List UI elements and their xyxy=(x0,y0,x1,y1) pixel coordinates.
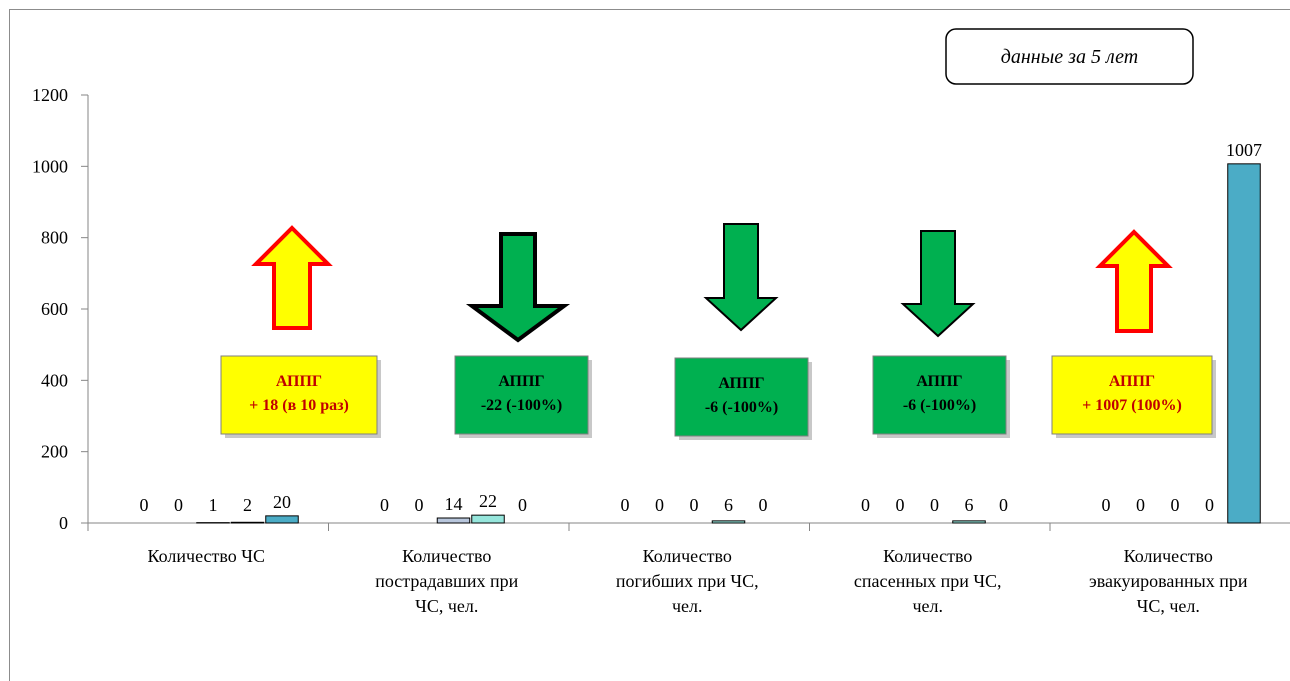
data-label: 0 xyxy=(896,495,905,515)
category-label: погибших при ЧС, xyxy=(616,571,759,591)
data-label: 0 xyxy=(861,495,870,515)
data-label: 0 xyxy=(655,495,664,515)
note-box-frame xyxy=(945,28,1194,85)
data-label: 22 xyxy=(479,491,497,511)
y-tick-label: 1000 xyxy=(32,156,68,176)
note-box: данные за 5 лет xyxy=(945,28,1194,85)
arrow-down-icon xyxy=(465,232,571,343)
callout-text: -6 (-100%) xyxy=(903,397,976,414)
bar xyxy=(711,520,746,524)
category-label: Количество xyxy=(883,546,972,566)
category-label: Количество xyxy=(643,546,732,566)
data-label: 1 xyxy=(209,495,218,515)
data-label: 0 xyxy=(1136,495,1145,515)
data-label: 0 xyxy=(1205,495,1214,515)
data-label: 2 xyxy=(243,495,252,515)
callout: АППГ -6 (-100%) xyxy=(674,357,812,440)
callout-text: -22 (-100%) xyxy=(481,397,562,414)
category-label: Количество ЧС xyxy=(148,546,265,566)
y-tick-label: 200 xyxy=(41,442,68,462)
bar xyxy=(265,515,299,524)
category-labels: Количество ЧС Количество пострадавших при Ч… xyxy=(148,546,1248,616)
data-label: 0 xyxy=(140,495,149,515)
note-text: данные за 5 лет xyxy=(1001,46,1138,68)
callout-text: АППГ xyxy=(916,373,962,390)
arrow-up-icon xyxy=(251,225,333,330)
arrow-down-icon xyxy=(703,223,779,332)
arrow-down-icon xyxy=(900,230,976,338)
data-label: 6 xyxy=(724,495,733,515)
data-label: 0 xyxy=(999,495,1008,515)
callout-box xyxy=(454,355,589,435)
category-label: чел. xyxy=(912,596,943,616)
category-label: эвакуированных при xyxy=(1089,571,1248,591)
data-label: 0 xyxy=(1171,495,1180,515)
y-tick-label: 400 xyxy=(41,370,68,390)
data-label: 0 xyxy=(415,495,424,515)
data-label: 0 xyxy=(621,495,630,515)
y-tick-label: 0 xyxy=(59,513,68,533)
data-label: 0 xyxy=(759,495,768,515)
data-label: 0 xyxy=(518,495,527,515)
bar xyxy=(1227,163,1261,524)
callout-box xyxy=(674,357,809,437)
callout-box xyxy=(872,355,1007,435)
y-tick-label: 600 xyxy=(41,299,68,319)
callout: АППГ -22 (-100%) xyxy=(454,355,592,438)
data-label: 0 xyxy=(690,495,699,515)
category-label: ЧС, чел. xyxy=(415,596,478,616)
bar xyxy=(436,517,471,524)
callout: АППГ + 1007 (100%) xyxy=(1051,355,1216,438)
data-label: 0 xyxy=(930,495,939,515)
data-label: 0 xyxy=(380,495,389,515)
arrow-up-icon xyxy=(1095,229,1173,333)
category-label: пострадавших при xyxy=(375,571,518,591)
category-label: ЧС, чел. xyxy=(1137,596,1200,616)
callout-text: АППГ xyxy=(276,373,322,390)
category-label: спасенных при ЧС, xyxy=(854,571,1002,591)
callouts: АППГ + 18 (в 10 раз) АППГ -22 (-100%) АППГ -6… xyxy=(220,355,1216,440)
bar xyxy=(471,514,505,524)
callout-box xyxy=(220,355,378,435)
callout-text: -6 (-100%) xyxy=(705,399,778,416)
category-label: Количество xyxy=(402,546,491,566)
data-label: 20 xyxy=(273,492,291,512)
data-label: 14 xyxy=(445,494,463,514)
y-tick-label: 800 xyxy=(41,228,68,248)
data-label: 0 xyxy=(1102,495,1111,515)
data-label: 0 xyxy=(174,495,183,515)
category-label: Количество xyxy=(1124,546,1213,566)
bars xyxy=(196,163,1261,524)
data-label: 1007 xyxy=(1226,140,1262,160)
bar xyxy=(230,521,265,524)
y-tick-label: 1200 xyxy=(32,85,68,105)
arrows xyxy=(251,223,1173,343)
callout: АППГ -6 (-100%) xyxy=(872,355,1010,438)
category-label: чел. xyxy=(672,596,703,616)
callout-box xyxy=(1051,355,1213,435)
callout-text: АППГ xyxy=(718,375,764,392)
bar xyxy=(952,520,986,524)
callout-text: + 18 (в 10 раз) xyxy=(249,397,349,414)
callout: АППГ + 18 (в 10 раз) xyxy=(220,355,381,438)
chart-border xyxy=(9,9,1290,681)
callout-text: + 1007 (100%) xyxy=(1082,397,1182,414)
callout-text: АППГ xyxy=(498,373,544,390)
callout-text: АППГ xyxy=(1109,373,1155,390)
data-label: 6 xyxy=(965,495,974,515)
